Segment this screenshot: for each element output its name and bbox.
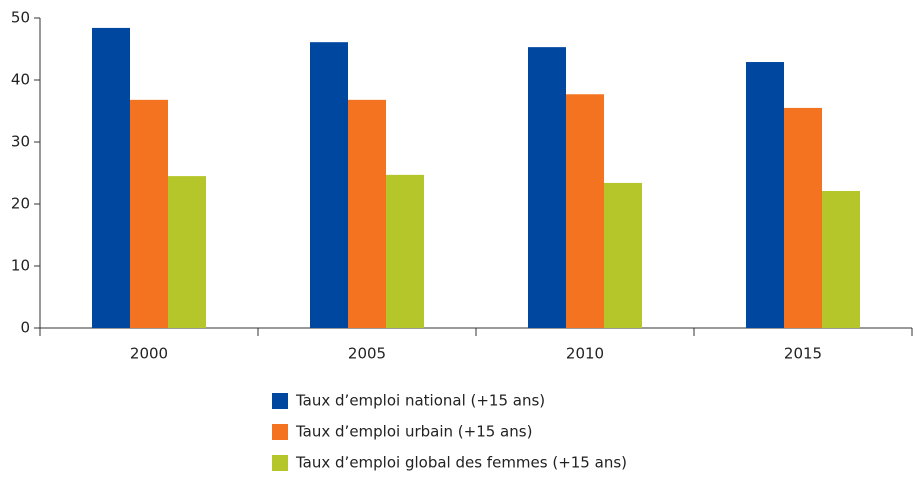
bar xyxy=(604,182,642,328)
bar xyxy=(784,107,822,329)
bar xyxy=(348,99,386,328)
legend-label: Taux d’emploi urbain (+15 ans) xyxy=(295,423,532,441)
x-tick-label: 2010 xyxy=(566,345,604,363)
y-tick-label: 40 xyxy=(11,71,30,89)
x-tick-label: 2015 xyxy=(784,345,822,363)
legend-label: Taux d’emploi national (+15 ans) xyxy=(295,392,545,410)
bar xyxy=(746,62,784,329)
legend-label: Taux d’emploi global des femmes (+15 ans… xyxy=(295,454,627,472)
y-tick-label: 10 xyxy=(11,257,30,275)
legend-swatch xyxy=(272,455,288,471)
legend-swatch xyxy=(272,393,288,409)
bar xyxy=(528,47,566,328)
bar xyxy=(130,99,168,328)
y-tick-label: 0 xyxy=(20,319,30,337)
y-tick-label: 30 xyxy=(11,133,30,151)
y-tick-label: 50 xyxy=(11,9,30,27)
x-tick-label: 2005 xyxy=(348,345,386,363)
bar xyxy=(386,174,424,328)
bar xyxy=(168,176,206,328)
bar xyxy=(92,27,130,328)
bar xyxy=(566,94,604,328)
bar xyxy=(310,42,348,329)
bar xyxy=(822,190,860,328)
x-tick-label: 2000 xyxy=(130,345,168,363)
legend-swatch xyxy=(272,424,288,440)
y-tick-label: 20 xyxy=(11,195,30,213)
